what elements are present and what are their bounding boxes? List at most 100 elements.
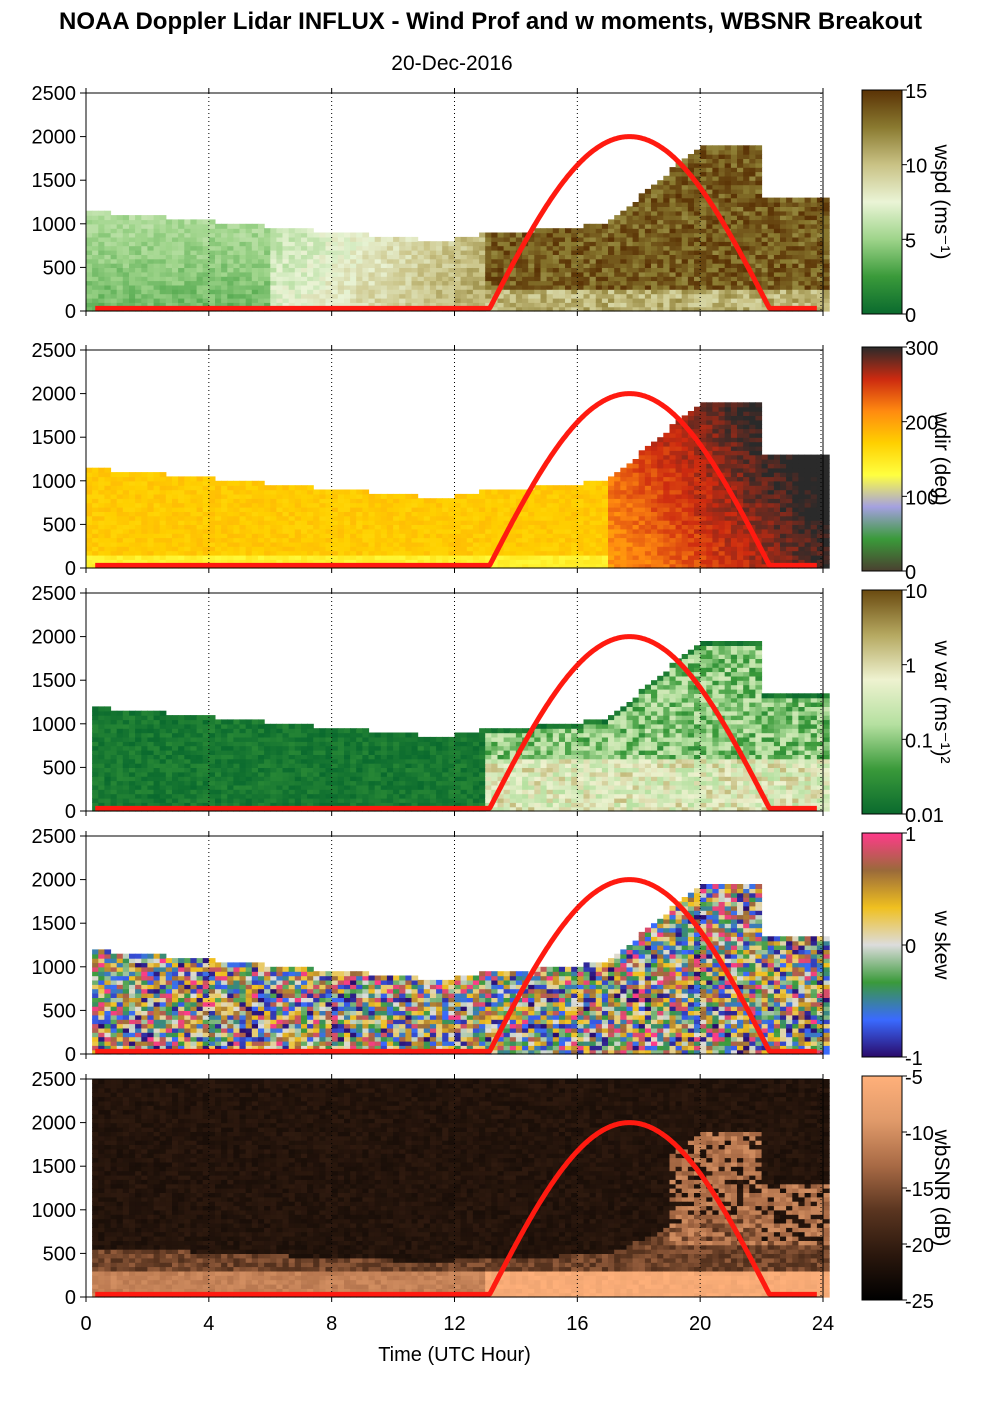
wspd-cell [577,228,584,234]
wspd-cell [546,245,554,251]
wspd-cell [626,210,634,216]
wdir-cell [245,498,253,504]
wspd-cell [141,215,148,221]
wdir-cell [301,498,308,504]
wdir-cell [423,533,431,539]
wdir-cell [479,554,486,560]
wspd-cell [141,241,148,247]
wdir-cell [202,541,210,547]
wdir-cell [258,533,265,539]
wdir-cell [288,485,296,491]
wspd-cell [325,236,333,242]
wspd-cell [608,258,615,264]
wdir-cell [245,511,253,517]
wspd-cell [700,215,707,221]
wspd-cell [700,245,707,251]
wspd-cell [184,219,191,225]
wdir-cell [135,546,142,552]
wdir-cell [712,563,720,569]
wspd-cell [362,297,370,303]
wspd-cell [786,254,793,260]
wdir-cell [583,541,591,547]
wspd-cell [270,241,277,247]
wspd-cell [675,250,683,255]
wdir-cell [178,498,185,504]
wdir-cell [399,537,406,543]
wdir-cell [681,454,689,460]
wspd-cell [386,250,394,255]
wspd-cell [362,241,370,247]
wdir-cell [245,524,253,530]
wspd-cell [669,193,677,199]
wdir-cell [98,480,105,486]
wdir-cell [589,502,597,508]
wspd-cell [374,254,382,260]
wspd-cell [687,293,695,299]
wspd-cell [325,241,333,247]
wspd-cell [245,254,253,260]
wspd-cell [743,293,750,299]
wspd-cell [792,254,799,260]
wspd-cell [337,232,345,238]
wdir-cell [239,485,247,491]
wdir-cell [202,493,210,499]
wdir-cell [466,541,474,547]
wspd-cell [122,293,130,299]
wspd-cell [411,293,419,299]
wspd-cell [184,263,191,268]
wspd-cell [724,263,732,268]
wdir-cell [638,507,646,512]
wspd-cell [528,245,535,251]
wdir-cell [651,472,658,478]
wspd-cell [356,302,363,308]
wdir-cell [681,537,689,543]
wspd-cell [743,206,750,212]
wdir-cell [558,493,566,499]
wdir-cell [509,537,517,543]
wspd-cell [743,210,750,216]
wdir-cell [122,537,130,543]
wspd-cell [626,250,634,255]
wspd-cell [110,276,118,282]
wspd-cell [417,254,425,260]
wdir-cell [116,502,124,508]
wdir-cell [583,511,591,517]
wspd-cell [743,302,750,308]
wdir-cell [638,515,646,521]
wspd-cell [626,223,634,229]
wspd-cell [515,232,523,238]
wdir-cell [307,489,314,495]
wspd-cell [601,280,609,286]
wdir-cell [700,546,707,552]
wspd-cell [497,245,505,251]
wdir-cell [552,493,560,499]
wspd-cell [792,223,799,229]
wspd-cell [589,258,597,264]
wdir-cell [718,554,726,560]
wspd-cell [755,228,763,234]
wspd-cell [595,289,603,295]
wspd-cell [233,228,241,234]
wdir-cell [644,563,652,569]
wdir-cell [429,528,437,534]
wspd-cell [122,223,130,229]
wdir-cell [350,515,357,521]
wdir-cell [706,476,713,482]
wspd-cell [208,219,216,225]
wspd-cell [780,276,787,282]
wdir-cell [202,515,210,521]
wdir-cell [448,546,456,552]
wspd-cell [172,223,179,229]
wdir-cell [509,524,517,530]
wdir-cell [503,559,511,565]
wdir-cell [583,528,591,534]
wdir-cell [313,515,320,521]
wdir-cell [552,485,560,491]
wspd-cell [245,276,253,282]
wdir-cell [472,528,480,534]
wspd-cell [804,284,812,290]
wspd-cell [558,241,566,247]
wspd-cell [362,276,370,282]
wspd-cell [780,228,787,234]
wspd-cell [196,236,204,242]
